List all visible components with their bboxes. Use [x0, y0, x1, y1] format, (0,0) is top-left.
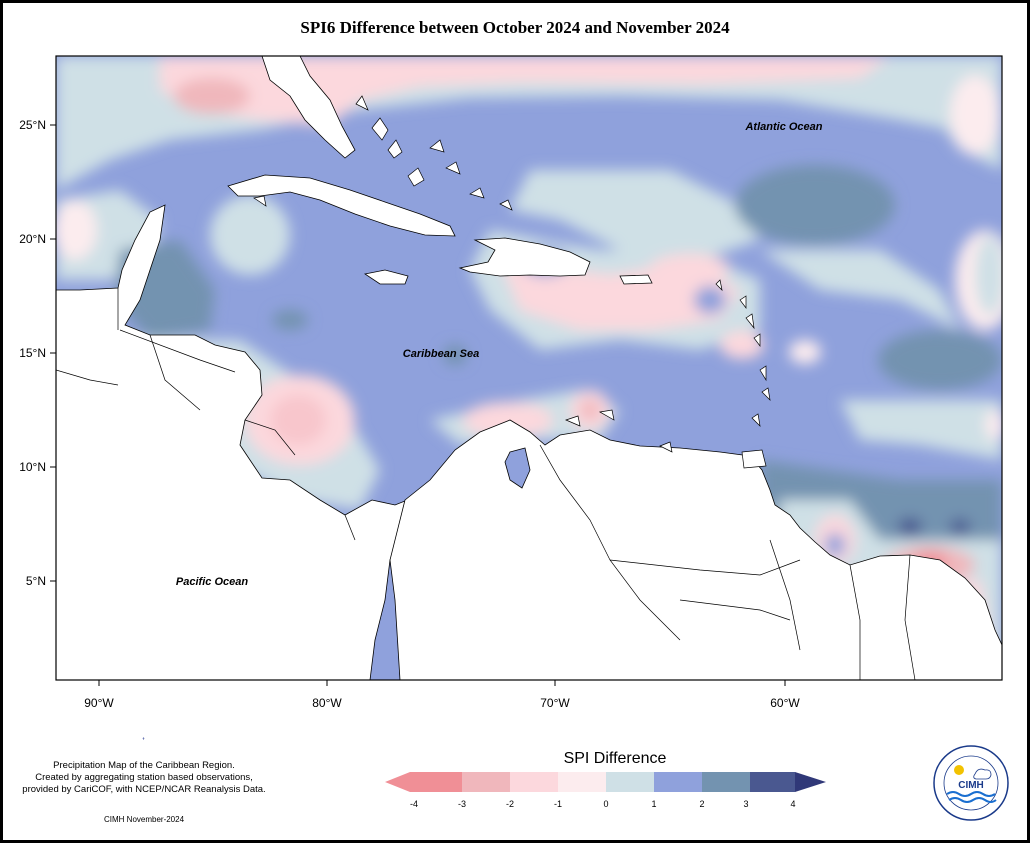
lat-tick-25: 25°N: [19, 118, 46, 132]
legend-title: SPI Difference: [563, 750, 667, 767]
legend-tick: -3: [458, 799, 466, 809]
stray-mark: ꜛ: [142, 737, 145, 745]
legend-swatch-3: [510, 772, 558, 792]
legend-swatch-5: [606, 772, 654, 792]
legend-tick: 2: [699, 799, 704, 809]
pacific-ocean-label: Pacific Ocean: [176, 576, 248, 588]
map-credit: CIMH November-2024: [104, 815, 185, 824]
legend-swatch-7: [702, 772, 750, 792]
atlantic-ocean-label: Atlantic Ocean: [744, 121, 822, 133]
country-borders: [56, 288, 916, 680]
footnote-line: Precipitation Map of the Caribbean Regio…: [53, 760, 235, 771]
waves-icon: [946, 791, 996, 797]
lon-tick-60w: 60°W: [770, 696, 800, 710]
cloud-icon: [973, 768, 992, 780]
lat-tick-5: 5°N: [26, 574, 46, 588]
land-masses: [56, 56, 1002, 680]
legend-tick: 3: [743, 799, 748, 809]
lake-maracaibo: [504, 447, 531, 489]
sun-icon: [954, 765, 964, 775]
lon-tick-90w: 90°W: [84, 696, 114, 710]
small-islands: [253, 95, 771, 469]
legend-swatch-1: [410, 772, 462, 792]
legend-tick: -1: [554, 799, 562, 809]
caribbean-sea-label: Caribbean Sea: [403, 348, 479, 360]
lat-tick-15: 15°N: [19, 346, 46, 360]
legend-arrow-high: [795, 772, 826, 792]
legend-swatch-6: [654, 772, 702, 792]
footnote-line: provided by CariCOF, with NCEP/NCAR Rean…: [22, 784, 266, 795]
lat-tick-20: 20°N: [19, 232, 46, 246]
legend-tick: 4: [790, 799, 795, 809]
map-footnote: Precipitation Map of the Caribbean Regio…: [8, 760, 280, 796]
logo-text: CIMH: [958, 780, 984, 791]
lon-tick-70w: 70°W: [540, 696, 570, 710]
puerto-rico: [619, 274, 653, 285]
cimh-logo: CIMH: [933, 745, 1009, 821]
legend-tick: 1: [651, 799, 656, 809]
legend-swatch-4: [558, 772, 606, 792]
map-title: SPI6 Difference between October 2024 and…: [300, 18, 730, 37]
hispaniola: [458, 237, 591, 277]
legend-tick: 0: [603, 799, 608, 809]
legend-swatch-8: [750, 772, 795, 792]
florida: [261, 56, 356, 159]
legend-swatch-2: [462, 772, 510, 792]
jamaica: [363, 269, 409, 285]
lon-axis: 90°W 80°W 70°W 60°W: [84, 680, 800, 710]
legend-tick: -2: [506, 799, 514, 809]
cuba: [227, 174, 456, 237]
plot-frame: [55, 55, 1003, 681]
footnote-line: Created by aggregating station based obs…: [35, 772, 253, 783]
south-america: [389, 419, 1002, 680]
legend-colorbar: -4 -3 -2 -1 0 1 2 3 4: [385, 772, 826, 809]
lat-axis: 25°N 20°N 15°N 10°N 5°N: [19, 118, 56, 588]
legend-arrow-low: [385, 772, 410, 792]
lon-tick-80w: 80°W: [312, 696, 342, 710]
lat-tick-10: 10°N: [19, 460, 46, 474]
legend-tick: -4: [410, 799, 418, 809]
